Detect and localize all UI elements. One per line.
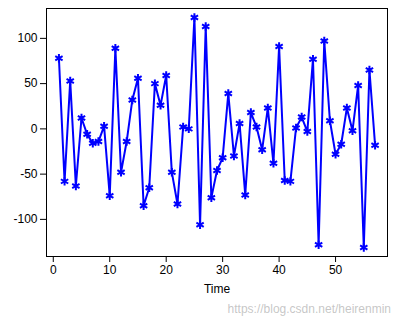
svg-text:30: 30 <box>216 263 230 277</box>
svg-text:40: 40 <box>272 263 286 277</box>
svg-text:20: 20 <box>160 263 174 277</box>
svg-text:Time: Time <box>204 282 231 296</box>
svg-text:50: 50 <box>329 263 343 277</box>
svg-text:100: 100 <box>17 31 37 45</box>
svg-text:50: 50 <box>24 76 38 90</box>
svg-text:0: 0 <box>50 263 57 277</box>
svg-text:-100: -100 <box>13 212 37 226</box>
svg-text:0: 0 <box>31 122 38 136</box>
html-text:https://blog.csdn.net/heirenmi: https://blog.csdn.net/heirenmin <box>227 302 391 316</box>
svg-text:10: 10 <box>103 263 117 277</box>
svg-text:-50: -50 <box>20 167 38 181</box>
